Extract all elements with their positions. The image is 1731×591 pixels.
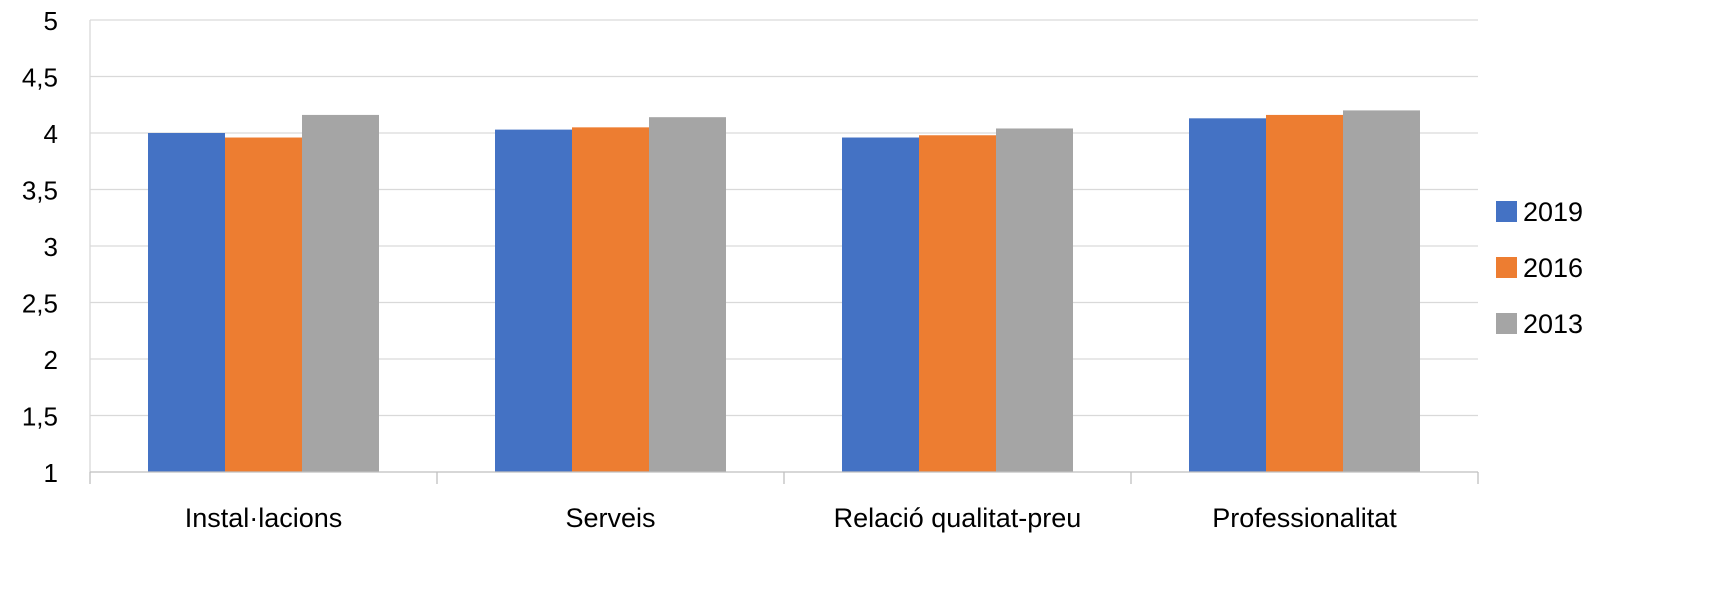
y-tick-label: 1 (44, 458, 58, 488)
legend: 2019 2016 2013 (1496, 197, 1583, 339)
bar-2016-3 (1266, 114, 1343, 473)
bar-2016-1 (572, 127, 649, 472)
bar-2019-2 (842, 137, 919, 472)
bar-2016-0 (225, 137, 302, 472)
y-tick-label: 4 (44, 119, 58, 149)
legend-swatch-2016 (1496, 257, 1517, 278)
y-tick-labels: 1 1,5 2 2,5 3 3,5 4 4,5 5 (22, 6, 58, 488)
legend-swatch-2013 (1496, 313, 1517, 334)
bar-2019-3 (1189, 118, 1266, 472)
bar-2019-1 (495, 129, 572, 473)
y-tick-label: 1,5 (22, 402, 58, 432)
bar-2016-2 (919, 135, 996, 472)
bar-2013-0 (302, 114, 379, 473)
x-category-label: Instal·lacions (185, 503, 343, 533)
legend-label: 2019 (1523, 197, 1583, 227)
bar-2013-2 (996, 128, 1073, 473)
x-category-label: Relació qualitat-preu (834, 503, 1082, 533)
x-category-label: Serveis (565, 503, 655, 533)
y-tick-label: 2 (44, 345, 58, 375)
y-tick-label: 3,5 (22, 176, 58, 206)
y-tick-label: 4,5 (22, 63, 58, 93)
x-category-label: Professionalitat (1212, 503, 1397, 533)
y-tick-label: 2,5 (22, 289, 58, 319)
y-tick-label: 3 (44, 232, 58, 262)
y-tick-label: 5 (44, 6, 58, 36)
bars (148, 110, 1420, 473)
axes (89, 20, 1479, 484)
legend-label: 2016 (1523, 253, 1583, 283)
bar-2013-1 (649, 117, 726, 473)
bar-2019-0 (148, 133, 225, 472)
legend-label: 2013 (1523, 309, 1583, 339)
category-labels: Instal·lacions Serveis Relació qualitat-pr… (185, 503, 1398, 533)
legend-swatch-2019 (1496, 201, 1517, 222)
bar-2013-3 (1343, 110, 1420, 473)
